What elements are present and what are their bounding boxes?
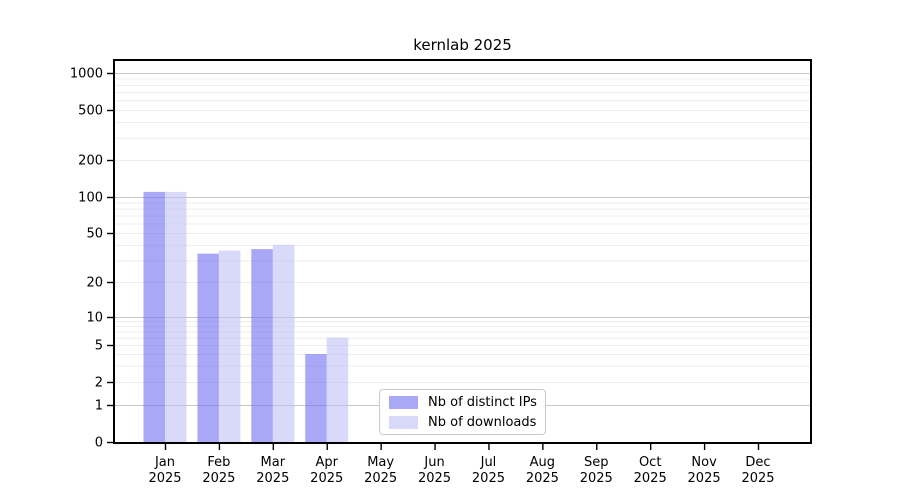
x-tick-label-year: 2025 <box>418 471 451 486</box>
plot-spine <box>113 59 812 444</box>
x-tick-label-month: May <box>367 455 394 470</box>
y-tick-label: 20 <box>86 276 103 291</box>
x-tick-label-year: 2025 <box>364 471 397 486</box>
x-tick-label-month: Jun <box>423 455 444 470</box>
x-tick-label-year: 2025 <box>741 471 774 486</box>
legend-swatch-downloads <box>389 415 418 429</box>
y-tick-label: 0 <box>95 436 103 451</box>
x-tick-label-year: 2025 <box>580 471 613 486</box>
x-tick-label-month: Mar <box>261 455 286 470</box>
bar-downloads-mar <box>272 244 295 443</box>
x-tick-label-year: 2025 <box>526 471 559 486</box>
bar-distinct-ips-feb <box>197 253 219 443</box>
x-tick-label-year: 2025 <box>202 471 235 486</box>
bar-downloads-feb <box>218 250 241 443</box>
y-tick-label: 50 <box>86 227 103 242</box>
x-tick-label-year: 2025 <box>310 471 343 486</box>
x-tick-label-year: 2025 <box>634 471 667 486</box>
x-tick-label-month: Jul <box>480 455 497 470</box>
legend-item-distinct-ips: Nb of distinct IPs <box>389 394 537 410</box>
x-tick-label-month: Sep <box>584 455 609 470</box>
y-tick-label: 5 <box>95 339 103 354</box>
legend-label: Nb of distinct IPs <box>428 394 537 410</box>
y-tick-label: 2 <box>95 376 103 391</box>
y-tick-label: 1000 <box>70 67 103 82</box>
x-tick-label-year: 2025 <box>256 471 289 486</box>
y-tick-label: 1 <box>95 399 103 414</box>
bar-downloads-jan <box>165 191 187 443</box>
bar-distinct-ips-apr <box>305 354 327 443</box>
y-tick-label: 10 <box>86 311 103 326</box>
bar-distinct-ips-jan <box>143 191 165 443</box>
x-tick-label-month: Dec <box>745 455 770 470</box>
y-tick-label: 100 <box>78 191 103 206</box>
legend-label: Nb of downloads <box>428 414 537 430</box>
x-tick-label-month: Jan <box>154 455 175 470</box>
legend-swatch-distinct-ips <box>389 395 418 409</box>
bar-downloads-apr <box>326 337 349 443</box>
legend-item-downloads: Nb of downloads <box>389 414 536 430</box>
x-tick-label-year: 2025 <box>688 471 721 486</box>
x-tick-label-month: Apr <box>315 455 338 470</box>
bar-distinct-ips-mar <box>251 249 273 443</box>
y-tick-label: 200 <box>78 154 103 169</box>
legend: Nb of distinct IPs Nb of downloads <box>379 389 546 435</box>
x-tick-label-year: 2025 <box>148 471 181 486</box>
chart-title: kernlab 2025 <box>413 36 512 54</box>
x-tick-label-month: Feb <box>207 455 230 470</box>
y-tick-label: 500 <box>78 104 103 119</box>
x-tick-label-month: Oct <box>639 455 661 470</box>
x-tick-label-month: Aug <box>530 455 555 470</box>
x-tick-label-year: 2025 <box>472 471 505 486</box>
x-tick-label-month: Nov <box>691 455 717 470</box>
